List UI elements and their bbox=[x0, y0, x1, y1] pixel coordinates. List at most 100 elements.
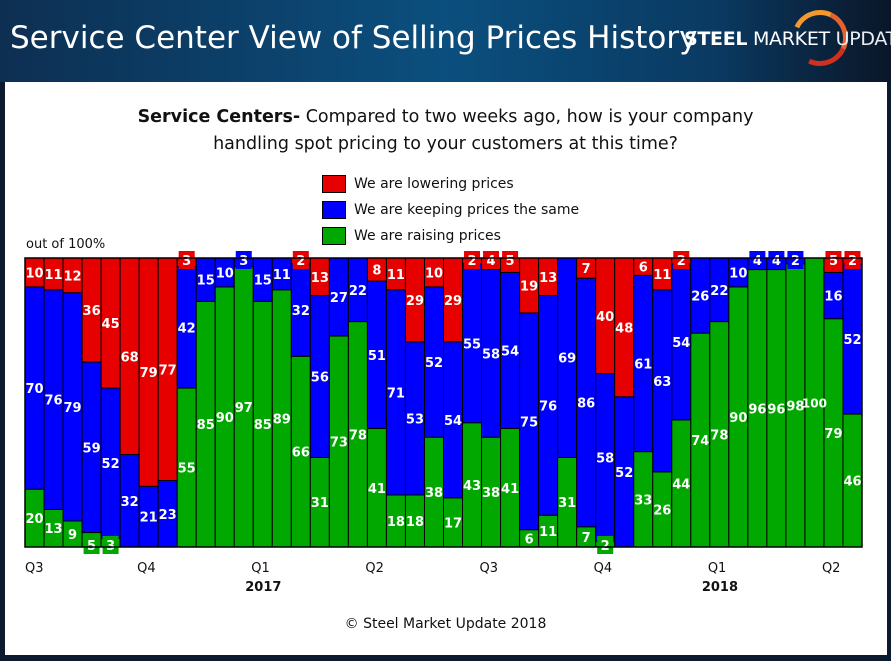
data-label-raising: 96 bbox=[748, 402, 766, 417]
chart-question: Service Centers- Compared to two weeks a… bbox=[0, 104, 891, 158]
legend-item-raising: We are raising prices bbox=[322, 227, 501, 245]
data-label-lowering: 77 bbox=[159, 363, 177, 378]
legend-swatch bbox=[322, 175, 346, 193]
data-label-box bbox=[178, 251, 195, 269]
data-label-same: 22 bbox=[349, 284, 367, 299]
data-label-same: 70 bbox=[25, 382, 43, 397]
data-label-lowering: 10 bbox=[25, 266, 43, 281]
logo-word-steel: STEEL bbox=[684, 28, 748, 50]
data-label-lowering: 79 bbox=[140, 366, 158, 381]
data-label-lowering: 12 bbox=[64, 269, 82, 284]
data-label-box bbox=[102, 536, 119, 554]
legend-swatch bbox=[322, 227, 346, 245]
data-label-lowering: 36 bbox=[83, 304, 101, 319]
data-label-same: 21 bbox=[140, 511, 158, 526]
data-label-raising: 90 bbox=[729, 411, 747, 426]
legend-label: We are lowering prices bbox=[354, 176, 514, 192]
data-label-same: 58 bbox=[482, 347, 500, 362]
data-label-same: 10 bbox=[729, 266, 747, 281]
data-label-raising: 13 bbox=[44, 522, 62, 537]
data-label-raising: 26 bbox=[653, 503, 671, 518]
y-axis-label: out of 100% bbox=[26, 237, 106, 252]
data-label-lowering: 2 bbox=[677, 254, 686, 269]
data-label-same: 11 bbox=[273, 268, 291, 283]
data-label-same: 63 bbox=[653, 375, 671, 390]
data-label-raising: 31 bbox=[558, 496, 576, 511]
data-label-raising: 78 bbox=[349, 428, 367, 443]
year-label: 2018 bbox=[701, 580, 738, 595]
data-label-same: 32 bbox=[121, 495, 139, 510]
data-label-same: 2 bbox=[791, 254, 800, 269]
data-label-same: 52 bbox=[102, 457, 120, 472]
data-label-box bbox=[844, 251, 861, 269]
question-line1: Compared to two weeks ago, how is your c… bbox=[300, 107, 754, 127]
data-label-box bbox=[483, 251, 500, 269]
data-label-box bbox=[597, 536, 614, 554]
data-label-raising: 43 bbox=[463, 479, 481, 494]
data-label-box bbox=[749, 251, 766, 269]
legend-swatch bbox=[322, 201, 346, 219]
data-label-raising: 7 bbox=[582, 531, 591, 546]
data-label-lowering: 45 bbox=[102, 317, 120, 332]
data-label-raising: 66 bbox=[292, 446, 310, 461]
data-label-same: 71 bbox=[387, 386, 405, 401]
data-label-lowering: 2 bbox=[468, 254, 477, 269]
header-banner: Service Center View of Selling Prices Hi… bbox=[0, 0, 891, 82]
data-label-raising: 6 bbox=[525, 532, 534, 547]
data-label-raising: 85 bbox=[197, 418, 215, 433]
data-label-lowering: 13 bbox=[311, 271, 329, 286]
data-label-same: 54 bbox=[444, 414, 462, 429]
data-label-same: 23 bbox=[159, 508, 177, 523]
page-title: Service Center View of Selling Prices Hi… bbox=[10, 20, 698, 56]
data-label-lowering: 7 bbox=[582, 262, 591, 277]
data-label-raising: 18 bbox=[406, 515, 424, 530]
data-label-same: 59 bbox=[83, 441, 101, 456]
data-label-raising: 46 bbox=[843, 475, 861, 490]
data-label-raising: 79 bbox=[824, 427, 842, 442]
data-label-same: 32 bbox=[292, 304, 310, 319]
data-label-same: 27 bbox=[330, 291, 348, 306]
data-label-raising: 11 bbox=[539, 525, 557, 540]
data-label-same: 55 bbox=[463, 337, 481, 352]
legend-item-same: We are keeping prices the same bbox=[322, 201, 579, 219]
data-label-same: 15 bbox=[254, 274, 272, 289]
data-label-raising: 98 bbox=[786, 399, 804, 414]
data-label-same: 54 bbox=[501, 344, 519, 359]
data-label-raising: 74 bbox=[691, 434, 709, 449]
data-label-box bbox=[502, 251, 519, 269]
data-label-raising: 18 bbox=[387, 515, 405, 530]
x-tick-label: Q4 bbox=[593, 561, 613, 576]
data-label-raising: 100 bbox=[802, 397, 827, 411]
data-label-same: 54 bbox=[672, 336, 690, 351]
data-label-lowering: 29 bbox=[406, 294, 424, 309]
data-label-lowering: 5 bbox=[506, 254, 515, 269]
data-label-lowering: 11 bbox=[44, 268, 62, 283]
data-label-same: 52 bbox=[843, 333, 861, 348]
data-label-raising: 38 bbox=[425, 486, 443, 501]
data-label-lowering: 48 bbox=[615, 321, 633, 336]
data-label-raising: 17 bbox=[444, 516, 462, 531]
data-label-raising: 78 bbox=[710, 428, 728, 443]
data-label-raising: 44 bbox=[672, 477, 690, 492]
data-label-raising: 38 bbox=[482, 486, 500, 501]
data-label-box bbox=[768, 251, 785, 269]
data-label-lowering: 6 bbox=[639, 261, 648, 276]
x-tick-label: Q1 bbox=[707, 561, 727, 576]
data-label-lowering: 8 bbox=[372, 264, 381, 279]
steel-market-update-logo: STEEL MARKET UPDATE bbox=[684, 2, 891, 74]
data-label-lowering: 40 bbox=[596, 310, 614, 325]
data-label-lowering: 4 bbox=[487, 254, 496, 269]
data-label-same: 61 bbox=[634, 357, 652, 372]
data-label-lowering: 3 bbox=[182, 254, 191, 269]
data-label-box bbox=[464, 251, 481, 269]
year-label: 2017 bbox=[245, 580, 282, 595]
x-tick-label: Q2 bbox=[821, 561, 841, 576]
data-label-raising: 97 bbox=[235, 401, 253, 416]
logo-word-update: UPDATE bbox=[835, 28, 891, 50]
data-label-raising: 33 bbox=[634, 493, 652, 508]
data-label-lowering: 5 bbox=[829, 254, 838, 269]
data-label-same: 26 bbox=[691, 290, 709, 305]
legend-item-lowering: We are lowering prices bbox=[322, 175, 514, 193]
data-label-same: 69 bbox=[558, 352, 576, 367]
data-label-same: 53 bbox=[406, 412, 424, 427]
